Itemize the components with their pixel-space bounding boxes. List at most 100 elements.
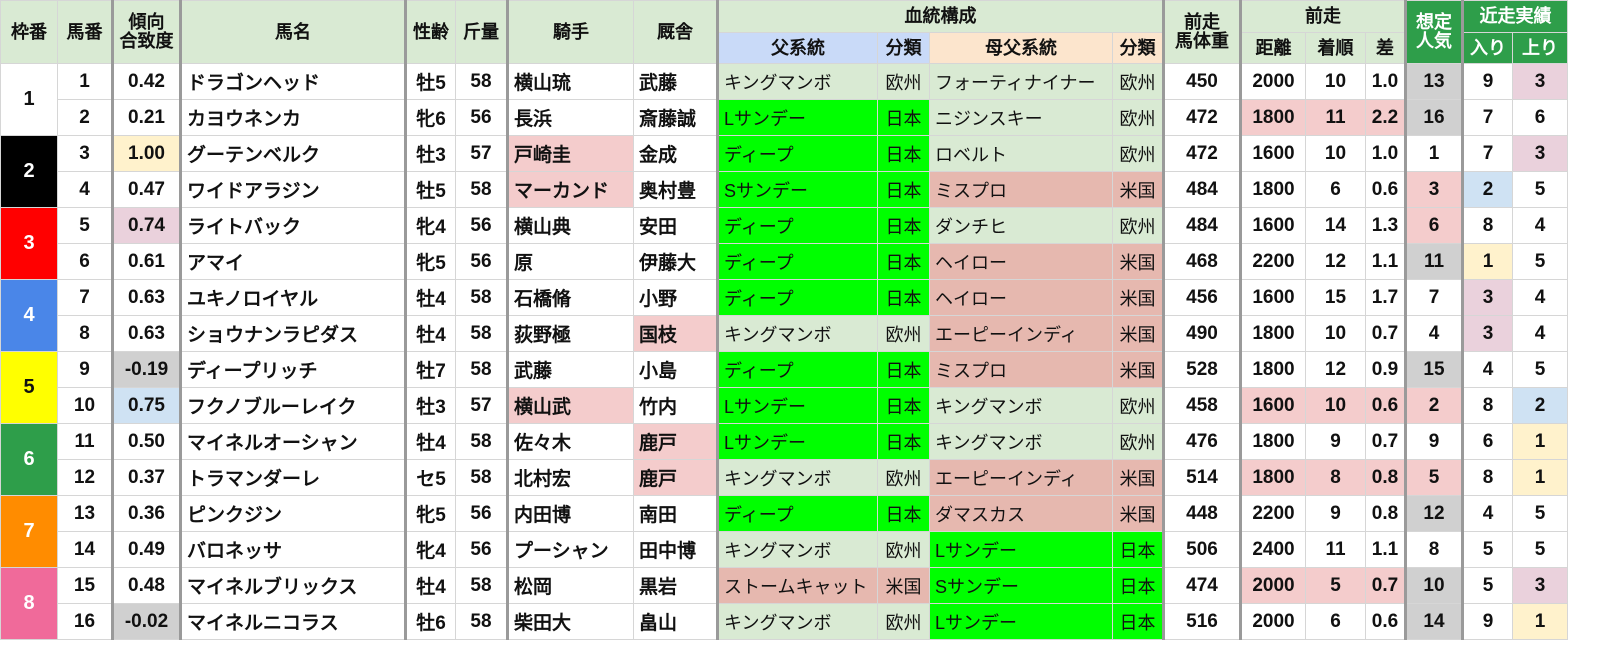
- sire-cell: キングマンボ: [716, 63, 878, 100]
- stable-cell: 武藤: [633, 63, 718, 100]
- header-dam-sire-cls: 分類: [1112, 32, 1164, 64]
- popularity-cell: 2: [1404, 387, 1463, 424]
- table-row: 16 -0.02 マイネルニコラス 牡6 58 柴田大 畠山 キングマンボ 欧州 Lサンデー 日本 5…: [1, 603, 1568, 640]
- name-cell: トラマンダーレ: [179, 459, 406, 496]
- umaban-cell: 16: [57, 603, 113, 640]
- dam-sire-cls-cell: 欧州: [1112, 99, 1164, 136]
- finish-cell: 15: [1305, 279, 1366, 316]
- entry-cell: 3: [1461, 279, 1513, 316]
- sexage-cell: セ5: [404, 459, 456, 496]
- header-stable: 厩舎: [633, 0, 718, 64]
- sire-cell: Lサンデー: [716, 99, 878, 136]
- keiko-cell: -0.02: [111, 603, 181, 640]
- margin-cell: 0.7: [1365, 567, 1406, 604]
- table-row: 5 9 -0.19 ディープリッチ 牡7 58 武藤 小島 ディープ 日本 ミスプロ 米国 528 180…: [0, 351, 1568, 424]
- sire-cell: キングマンボ: [716, 603, 878, 640]
- keiko-cell: 0.48: [111, 567, 181, 604]
- distance-cell: 1800: [1239, 459, 1306, 496]
- sire-cls-cell: 日本: [877, 207, 930, 244]
- dam-sire-cell: Sサンデー: [929, 567, 1113, 604]
- sire-cls-cell: 日本: [877, 171, 930, 208]
- weight-cell: 56: [455, 495, 508, 532]
- finish-cell: 10: [1305, 63, 1366, 100]
- body-weight-cell: 528: [1162, 351, 1241, 388]
- keiko-cell: 0.37: [111, 459, 181, 496]
- dam-sire-cls-cell: 欧州: [1112, 387, 1164, 424]
- jockey-cell: 横山武: [506, 387, 634, 424]
- frame-number: 1: [0, 63, 58, 136]
- margin-cell: 1.0: [1365, 135, 1406, 172]
- dam-sire-cls-cell: 日本: [1112, 567, 1164, 604]
- margin-cell: 1.1: [1365, 243, 1406, 280]
- agari-cell: 4: [1512, 279, 1568, 316]
- umaban-cell: 7: [57, 279, 113, 316]
- sire-cell: キングマンボ: [716, 315, 878, 352]
- name-cell: ピンクジン: [179, 495, 406, 532]
- entry-cell: 5: [1461, 567, 1513, 604]
- table-row: 10 0.75 フクノブルーレイク 牡3 57 横山武 竹内 Lサンデー 日本 キングマンボ 欧州 4…: [1, 387, 1568, 424]
- sire-cell: キングマンボ: [716, 531, 878, 568]
- keiko-cell: 0.63: [111, 279, 181, 316]
- weight-cell: 57: [455, 387, 508, 424]
- popularity-cell: 14: [1404, 603, 1463, 640]
- name-cell: ドラゴンヘッド: [179, 63, 406, 100]
- table-row: 2 0.21 カヨウネンカ 牝6 56 長浜 斎藤誠 Lサンデー 日本 ニジンスキー 欧州 472 18…: [1, 99, 1568, 136]
- stable-cell: 田中博: [633, 531, 718, 568]
- finish-cell: 6: [1305, 603, 1366, 640]
- sire-cls-cell: 日本: [877, 279, 930, 316]
- header-sire: 父系統: [716, 32, 878, 64]
- keiko-cell: 0.47: [111, 171, 181, 208]
- header-jockey: 騎手: [506, 0, 634, 64]
- sire-cell: Sサンデー: [716, 171, 878, 208]
- agari-cell: 6: [1512, 99, 1568, 136]
- umaban-cell: 11: [57, 423, 113, 460]
- dam-sire-cell: Lサンデー: [929, 603, 1113, 640]
- header-waku: 枠番: [0, 0, 58, 64]
- umaban-cell: 6: [57, 243, 113, 280]
- frame-number: 5: [0, 351, 58, 424]
- entry-cell: 9: [1461, 63, 1513, 100]
- margin-cell: 1.7: [1365, 279, 1406, 316]
- distance-cell: 1600: [1239, 207, 1306, 244]
- margin-cell: 0.6: [1365, 603, 1406, 640]
- finish-cell: 5: [1305, 567, 1366, 604]
- header-finish: 着順: [1305, 32, 1366, 64]
- body-weight-cell: 450: [1162, 63, 1241, 100]
- finish-cell: 11: [1305, 99, 1366, 136]
- sexage-cell: 牡4: [404, 315, 456, 352]
- margin-cell: 0.7: [1365, 423, 1406, 460]
- dam-sire-cls-cell: 欧州: [1112, 207, 1164, 244]
- body-weight-cell: 468: [1162, 243, 1241, 280]
- race-table: 枠番 馬番 傾向 合致度 馬名 性齢 斤量 騎手 厩舎 血統構成 前走 馬体重 …: [0, 0, 1568, 640]
- header-prev: 前走: [1239, 0, 1406, 33]
- umaban-cell: 2: [57, 99, 113, 136]
- agari-cell: 1: [1512, 423, 1568, 460]
- header-sire-cls: 分類: [877, 32, 930, 64]
- weight-cell: 56: [455, 531, 508, 568]
- sexage-cell: 牡3: [404, 387, 456, 424]
- dam-sire-cell: ダンチヒ: [929, 207, 1113, 244]
- header-entry: 入り: [1461, 32, 1513, 64]
- weight-cell: 58: [455, 603, 508, 640]
- header-recent: 近走実績: [1461, 0, 1568, 33]
- entry-cell: 9: [1461, 603, 1513, 640]
- sire-cls-cell: 日本: [877, 243, 930, 280]
- distance-cell: 2000: [1239, 63, 1306, 100]
- entry-cell: 6: [1461, 423, 1513, 460]
- body-weight-cell: 516: [1162, 603, 1241, 640]
- dam-sire-cell: ロベルト: [929, 135, 1113, 172]
- agari-cell: 3: [1512, 63, 1568, 100]
- weight-cell: 56: [455, 99, 508, 136]
- body-weight-cell: 458: [1162, 387, 1241, 424]
- stable-cell: 小島: [633, 351, 718, 388]
- finish-cell: 12: [1305, 351, 1366, 388]
- agari-cell: 5: [1512, 531, 1568, 568]
- header-dam-sire: 母父系統: [929, 32, 1113, 64]
- jockey-cell: 内田博: [506, 495, 634, 532]
- table-row: 6 11 0.50 マイネルオーシャン 牡4 58 佐々木 鹿戸 Lサンデー 日本 キングマンボ 欧州…: [0, 423, 1568, 496]
- body-weight-cell: 484: [1162, 171, 1241, 208]
- agari-cell: 5: [1512, 495, 1568, 532]
- jockey-cell: 戸崎圭: [506, 135, 634, 172]
- sire-cell: ディープ: [716, 243, 878, 280]
- stable-cell: 国枝: [633, 315, 718, 352]
